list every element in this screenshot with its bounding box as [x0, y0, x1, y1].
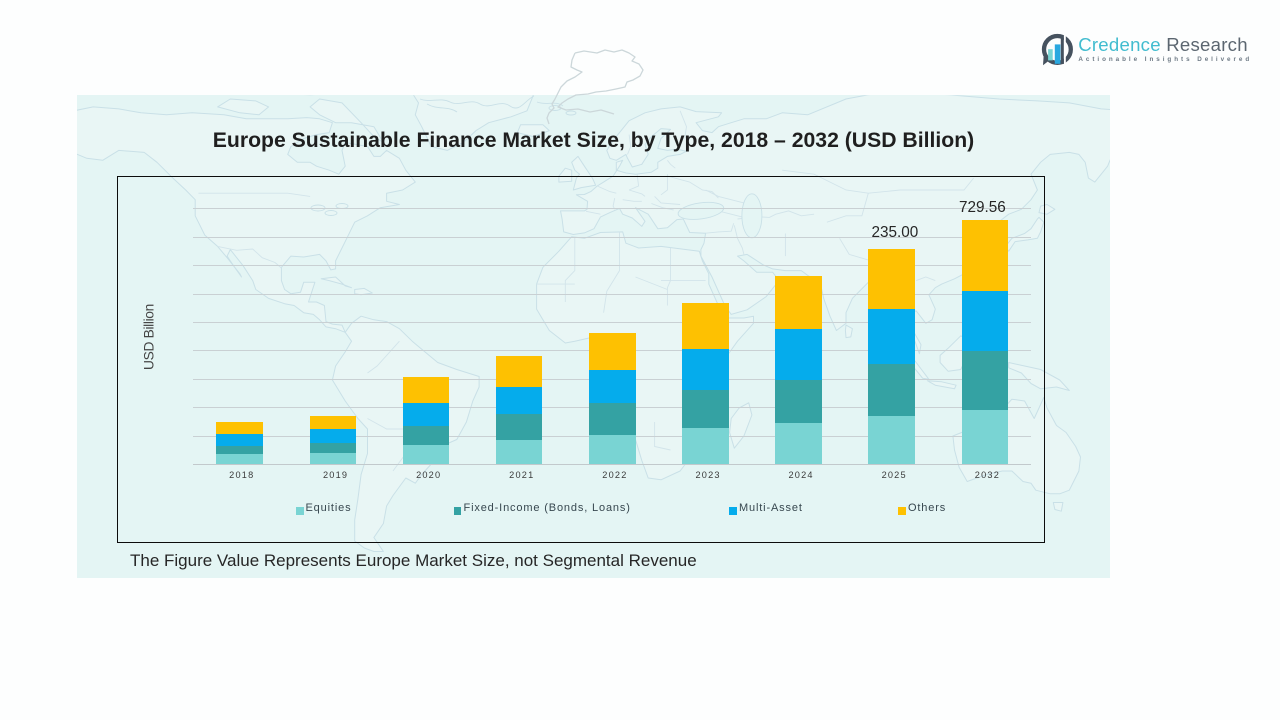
- svg-text:Credence Research: Credence Research: [1078, 34, 1248, 55]
- svg-text:Actionable Insights Delivered: Actionable Insights Delivered: [1078, 56, 1252, 63]
